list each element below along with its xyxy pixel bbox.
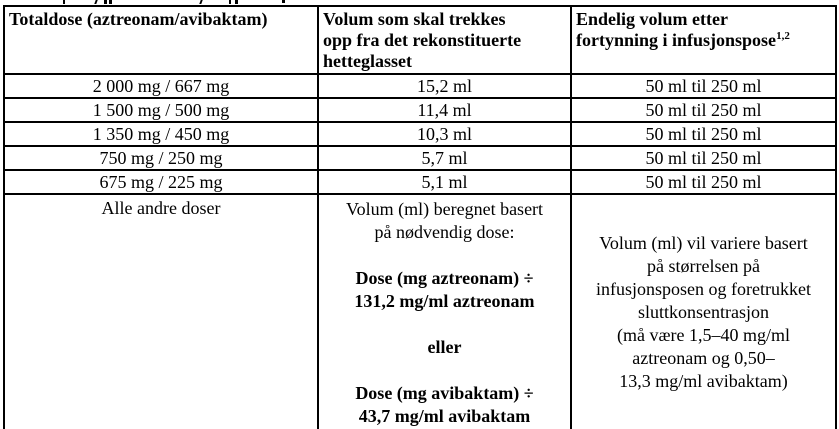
header-final-volume-text: fortynning i infusjonspose [576,30,777,50]
formula-avibaktam-line: Dose (mg avibaktam) ÷ [355,383,534,403]
header-withdraw-volume-line: opp fra det rekonstituerte [323,30,522,50]
volume-varies-line: infusjonsposen og foretrukket [596,278,811,299]
cell-withdraw-volume: 5,1 ml [317,169,572,195]
volume-varies-line: Volum (ml) vil variere basert [599,232,808,253]
formula-intro-line: Volum (ml) beregnet basert [345,199,544,219]
header-withdraw-volume-line: hetteglasset [323,51,412,71]
or-label: eller [427,337,462,357]
text-fragment [235,0,238,4]
table-row: 675 mg / 225 mg 5,1 ml 50 ml til 250 ml [3,169,837,195]
header-final-volume: Endelig volum etter fortynning i infusjo… [570,5,837,75]
volume-varies-line: (må være 1,5–40 mg/ml [617,324,790,345]
volume-varies-line: 13,3 mg/ml avibaktam) [619,370,788,391]
cell-volume-varies: Volum (ml) vil variere basert på størrel… [570,193,837,429]
cell-total-dose: 750 mg / 250 mg [3,145,319,171]
cell-withdraw-volume: 11,4 ml [317,97,572,123]
cell-final-volume: 50 ml til 250 ml [570,169,837,195]
cell-volume-formula: Volum (ml) beregnet basert på nødvendig … [317,193,572,429]
text-fragment [63,0,65,4]
cell-total-dose: 2 000 mg / 667 mg [3,73,319,99]
cell-withdraw-volume: 15,2 ml [317,73,572,99]
spacer [323,359,566,382]
dosing-table: Totaldose (aztreonam/avibaktam) Volum so… [3,5,837,429]
formula-aztreonam-line: Dose (mg aztreonam) ÷ [355,268,534,288]
volume-varies-line: på størrelsen på [647,255,760,276]
header-withdraw-volume: Volum som skal trekkes opp fra det rekon… [317,5,572,75]
table-row-other-doses: Alle andre doser Volum (ml) beregnet bas… [3,193,837,429]
spacer [323,313,566,336]
cell-final-volume: 50 ml til 250 ml [570,97,837,123]
header-withdraw-volume-line: Volum som skal trekkes [323,9,506,29]
table-row: 2 000 mg / 667 mg 15,2 ml 50 ml til 250 … [3,73,837,99]
cell-final-volume: 50 ml til 250 ml [570,73,837,99]
cell-total-dose: 675 mg / 225 mg [3,169,319,195]
header-total-dose: Totaldose (aztreonam/avibaktam) [3,5,319,75]
cell-all-other-doses: Alle andre doser [3,193,319,429]
text-fragment [104,0,107,4]
text-fragment [94,0,98,4]
text-fragment [229,0,231,4]
header-row: Totaldose (aztreonam/avibaktam) Volum so… [3,5,837,75]
header-total-dose-label: Totaldose (aztreonam/avibaktam) [9,9,268,29]
cell-total-dose: 1 500 mg / 500 mg [3,97,319,123]
header-final-volume-line: fortynning i infusjonspose1,2 [576,30,831,51]
cell-total-dose: 1 350 mg / 450 mg [3,121,319,147]
formula-intro-line: på nødvendig dose: [374,222,515,242]
table-row: 750 mg / 250 mg 5,7 ml 50 ml til 250 ml [3,145,837,171]
cell-final-volume: 50 ml til 250 ml [570,121,837,147]
text-fragment [199,0,203,4]
formula-avibaktam-line: 43,7 mg/ml avibaktam [358,406,531,426]
volume-varies-line: sluttkonsentrasjon [638,301,769,322]
spacer [323,244,566,267]
text-fragment [282,0,285,3]
text-fragment [109,0,112,4]
cell-final-volume: 50 ml til 250 ml [570,145,837,171]
footnote-superscript: 1,2 [776,30,790,42]
cell-withdraw-volume: 10,3 ml [317,121,572,147]
table-row: 1 500 mg / 500 mg 11,4 ml 50 ml til 250 … [3,97,837,123]
header-final-volume-line: Endelig volum etter [576,9,728,29]
clipped-text-remnant [0,0,839,5]
volume-varies-line: aztreonam og 0,50– [632,347,775,368]
cell-withdraw-volume: 5,7 ml [317,145,572,171]
table-row: 1 350 mg / 450 mg 10,3 ml 50 ml til 250 … [3,121,837,147]
formula-aztreonam-line: 131,2 mg/ml aztreonam [354,291,535,311]
